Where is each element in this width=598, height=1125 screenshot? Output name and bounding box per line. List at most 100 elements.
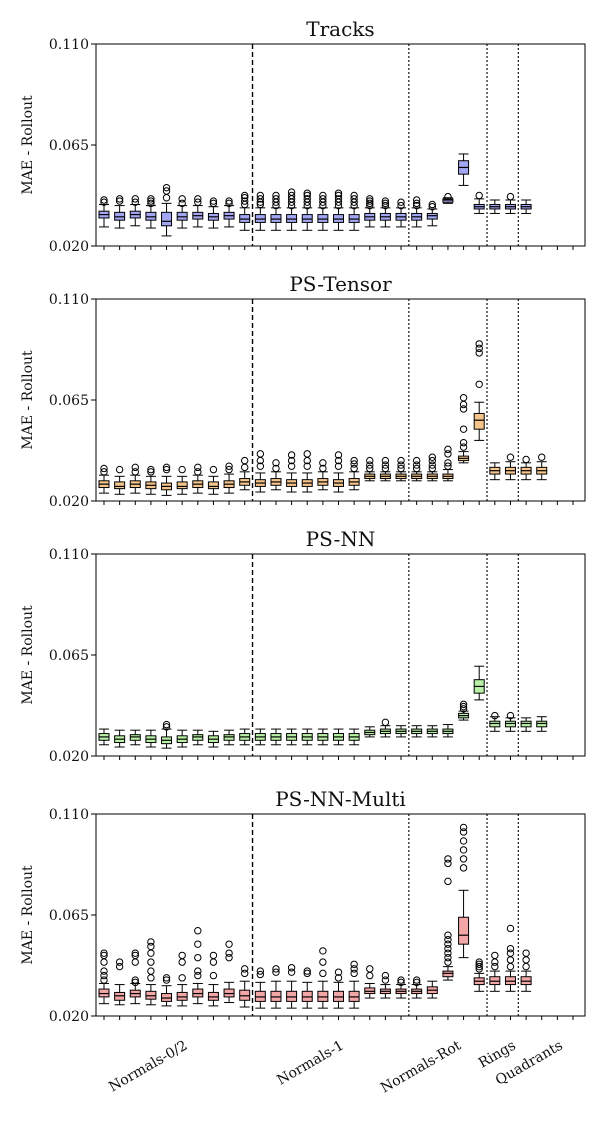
outlier-point bbox=[444, 953, 452, 962]
box bbox=[348, 191, 360, 231]
box bbox=[254, 967, 266, 1009]
outlier-point bbox=[381, 461, 390, 469]
outlier-point bbox=[225, 465, 233, 474]
box bbox=[161, 183, 173, 237]
outlier-point bbox=[131, 198, 139, 206]
box bbox=[504, 924, 516, 992]
outlier-point bbox=[319, 195, 327, 203]
panel-tracks: Tracks MAE - Rollout 0.020 0.065 0.110 bbox=[20, 17, 586, 255]
box bbox=[504, 453, 516, 481]
outlier-point bbox=[350, 191, 358, 200]
outlier-point bbox=[287, 968, 296, 976]
outlier-point bbox=[459, 864, 468, 872]
outlier-point bbox=[147, 199, 155, 208]
outlier-point bbox=[412, 196, 421, 204]
outlier-point bbox=[162, 974, 171, 982]
outlier-point bbox=[397, 978, 405, 987]
outlier-point bbox=[225, 949, 233, 957]
box bbox=[379, 456, 391, 482]
outlier-point bbox=[444, 462, 452, 470]
outlier-point bbox=[412, 201, 421, 210]
outlier-point bbox=[522, 956, 530, 964]
outlier-point bbox=[459, 425, 468, 433]
box bbox=[129, 729, 141, 746]
box bbox=[223, 729, 235, 746]
outlier-point bbox=[209, 197, 218, 205]
box bbox=[473, 191, 485, 214]
box bbox=[129, 195, 141, 227]
outlier-point bbox=[491, 962, 499, 971]
outlier-point bbox=[459, 828, 468, 836]
box bbox=[473, 340, 485, 441]
panel-ps-nn-multi: PS-NN-Multi MAE - Rollout 0.020 0.065 0.110 bbox=[20, 787, 586, 1025]
outlier-point bbox=[522, 949, 530, 957]
y-tick-label: 0.110 bbox=[49, 547, 89, 563]
y-axis-label: MAE - Rollout bbox=[20, 865, 36, 965]
y-tick-label: 0.065 bbox=[49, 908, 89, 924]
outlier-point bbox=[100, 949, 108, 957]
outlier-point bbox=[241, 463, 249, 472]
box bbox=[145, 938, 157, 1006]
outlier-point bbox=[381, 718, 390, 727]
box bbox=[301, 189, 313, 231]
outlier-point bbox=[162, 723, 171, 731]
outlier-point bbox=[272, 965, 280, 973]
outlier-point bbox=[162, 194, 171, 202]
plot-frame bbox=[95, 298, 586, 502]
box bbox=[161, 720, 173, 749]
outlier-point bbox=[428, 453, 436, 461]
outlier-point bbox=[131, 949, 139, 957]
box bbox=[286, 188, 298, 231]
y-tick-label: 0.110 bbox=[49, 292, 89, 308]
box bbox=[426, 725, 438, 738]
outlier-point bbox=[459, 702, 468, 711]
box bbox=[364, 965, 376, 999]
outlier-point bbox=[272, 459, 280, 467]
box bbox=[333, 451, 344, 493]
box bbox=[520, 949, 532, 992]
box bbox=[223, 940, 235, 1004]
outlier-point bbox=[256, 967, 265, 975]
outlier-point bbox=[475, 380, 483, 388]
outlier-point bbox=[366, 195, 374, 203]
outlier-point bbox=[303, 969, 311, 978]
box bbox=[145, 465, 157, 495]
box bbox=[489, 199, 501, 214]
box bbox=[333, 189, 344, 231]
outlier-point bbox=[100, 464, 108, 473]
outlier-point bbox=[319, 191, 327, 200]
outlier-point bbox=[241, 194, 249, 202]
box bbox=[442, 192, 454, 204]
outlier-point bbox=[147, 974, 155, 982]
outlier-point bbox=[100, 198, 108, 206]
outlier-point bbox=[412, 978, 421, 987]
outlier-point bbox=[459, 394, 468, 402]
outlier-point bbox=[100, 196, 108, 204]
outlier-point bbox=[412, 199, 421, 208]
panel-ps-tensor: PS-Tensor MAE - Rollout 0.020 0.065 0.110 bbox=[20, 272, 586, 510]
y-axis-label: MAE - Rollout bbox=[20, 605, 36, 705]
box bbox=[301, 728, 313, 746]
outlier-point bbox=[162, 976, 171, 984]
box bbox=[301, 967, 313, 1009]
outlier-point bbox=[444, 931, 452, 939]
box bbox=[426, 980, 438, 999]
box-body bbox=[161, 211, 173, 227]
outlier-point bbox=[491, 711, 499, 720]
box-body bbox=[176, 481, 188, 490]
outlier-point bbox=[350, 960, 358, 969]
box bbox=[239, 191, 251, 231]
outlier-point bbox=[428, 200, 436, 209]
box bbox=[207, 730, 219, 748]
outlier-point bbox=[397, 464, 405, 473]
outlier-point bbox=[115, 958, 124, 966]
outlier-point bbox=[131, 195, 139, 203]
box bbox=[145, 729, 157, 748]
box bbox=[98, 728, 110, 746]
outlier-point bbox=[522, 455, 530, 464]
outlier-point bbox=[178, 951, 186, 960]
panel-title: PS-NN-Multi bbox=[275, 787, 406, 811]
outlier-point bbox=[241, 191, 249, 200]
outlier-point bbox=[194, 971, 202, 980]
box bbox=[286, 728, 298, 746]
